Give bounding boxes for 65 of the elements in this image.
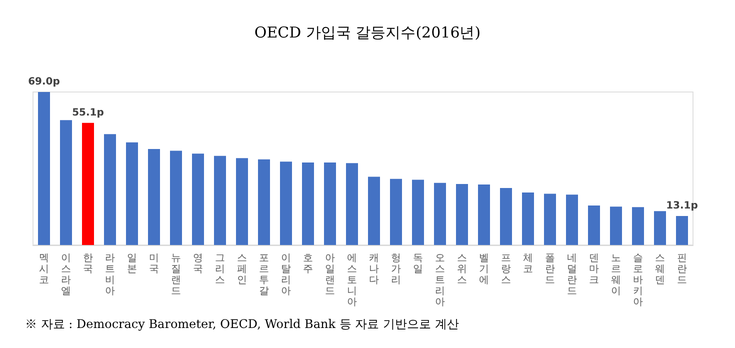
x-tick-label: 호주: [303, 253, 313, 275]
x-tick-label: 프랑스: [501, 253, 511, 286]
x-tick-label: 폴란드: [545, 253, 555, 286]
bar: [104, 134, 116, 245]
bar: [456, 184, 468, 245]
bar: [38, 92, 50, 245]
bar: [60, 120, 72, 245]
bar: [390, 178, 402, 245]
bar: [236, 158, 248, 245]
x-tick-label: 핀란드: [677, 253, 687, 286]
bar: [82, 122, 94, 245]
bar: [368, 176, 380, 245]
x-tick-label: 노르웨이: [611, 253, 621, 297]
bar: [302, 162, 314, 245]
x-tick-label: 아일랜드: [325, 253, 335, 297]
bar: [522, 192, 534, 245]
x-tick-label: 스웨덴: [655, 253, 665, 286]
bar: [588, 206, 600, 245]
x-tick-label: 헝가리: [391, 253, 401, 286]
x-tick-label: 이탈리아: [281, 253, 291, 297]
x-tick-label: 한국: [83, 253, 93, 275]
bar: [214, 156, 226, 245]
bar: [434, 182, 446, 245]
bar: [632, 207, 644, 245]
bar: [654, 211, 666, 245]
x-tick-label: 슬로바키아: [633, 253, 643, 308]
bar: [258, 159, 270, 245]
x-tick-label: 그리스: [215, 253, 225, 286]
data-label: 13.1p: [666, 200, 698, 212]
bar: [500, 188, 512, 245]
x-tick-label: 멕시코: [39, 253, 49, 286]
x-tick-label: 스위스: [457, 253, 467, 286]
bar: [192, 154, 204, 245]
bar: [148, 148, 160, 245]
x-tick-label: 캐나다: [369, 253, 379, 286]
x-tick-label: 영국: [193, 253, 203, 275]
bar: [544, 194, 556, 245]
x-tick-label: 스페인: [237, 253, 247, 286]
text: ※ 자료 : Democracy Barometer, OECD, World Bank 등 자료 기반으로 계산: [25, 317, 459, 331]
bar: [676, 216, 688, 245]
bar: [126, 142, 138, 245]
bar: [610, 206, 622, 245]
x-tick-label: 오스트리아: [435, 253, 445, 308]
bar: [346, 163, 358, 245]
x-tick-label: 포르투갈: [259, 253, 269, 297]
bar: [324, 162, 336, 245]
x-tick-label: 에스토니아: [347, 253, 357, 308]
chart-title: OECD 가입국 갈등지수(2016년): [254, 24, 481, 42]
x-tick-label: 벨기에: [479, 253, 489, 286]
x-tick-label: 뉴질랜드: [171, 253, 181, 297]
x-tick-label: 덴마크: [589, 253, 599, 286]
data-label: 69.0p: [28, 76, 60, 88]
x-tick-label: 이스라엘: [61, 253, 71, 297]
bar: [478, 184, 490, 245]
x-tick-label: 라트비아: [105, 253, 115, 297]
data-label: 55.1p: [72, 107, 104, 118]
x-tick-label: 독일: [413, 253, 423, 275]
bar: [170, 150, 182, 245]
bar: [280, 162, 292, 245]
x-tick-label: 체코: [523, 253, 533, 275]
bar: [566, 194, 578, 245]
x-tick-label: 미국: [149, 253, 159, 275]
x-tick-label: 네덜란드: [567, 253, 577, 297]
bar: [412, 180, 424, 245]
x-tick-label: 일본: [127, 253, 137, 275]
